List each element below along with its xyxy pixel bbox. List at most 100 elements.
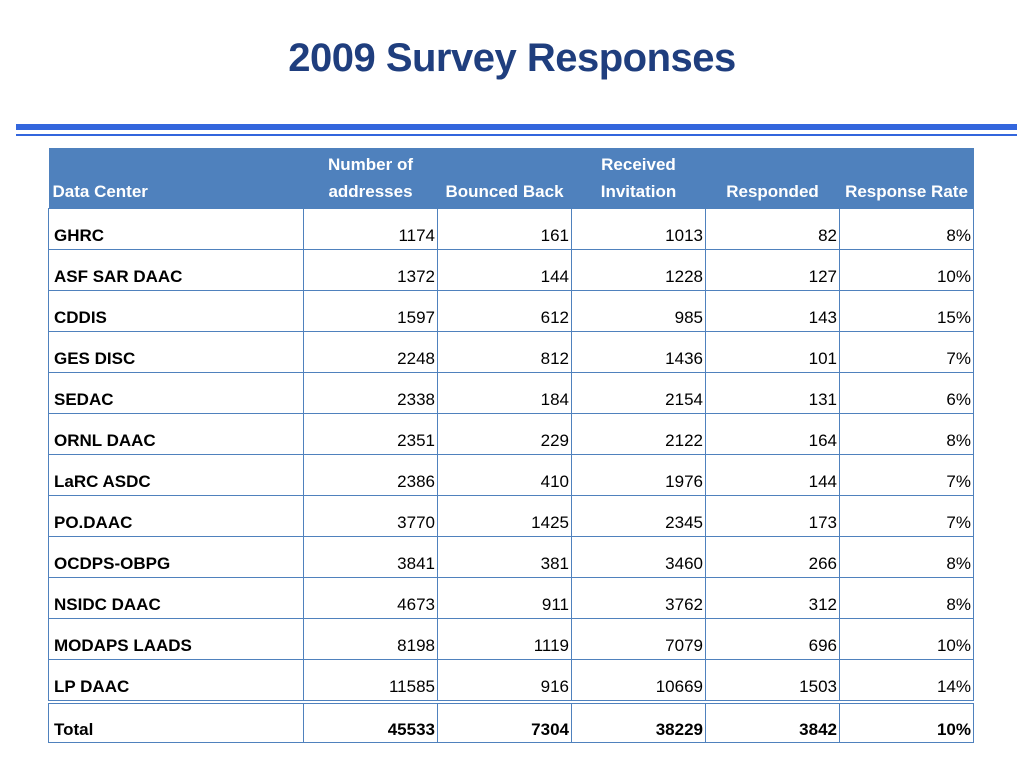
cell-data-center: MODAPS LAADS [48, 618, 304, 660]
header-data-center: Data Center [48, 148, 304, 209]
cell-received-invitation: 2154 [571, 372, 706, 414]
title-underline-thick [16, 124, 1017, 130]
cell-response-rate: 8% [839, 208, 974, 250]
table-row: SEDAC 2338 184 2154 131 6% [48, 372, 974, 414]
cell-responded: 266 [705, 536, 840, 578]
cell-bounced-back: 916 [437, 659, 572, 703]
cell-response-rate: 8% [839, 536, 974, 578]
cell-bounced-back: 1425 [437, 495, 572, 537]
cell-received-invitation: 3762 [571, 577, 706, 619]
cell-bounced-back: 144 [437, 249, 572, 291]
cell-received-invitation: 3460 [571, 536, 706, 578]
total-label: Total [48, 700, 304, 743]
cell-response-rate: 7% [839, 331, 974, 373]
cell-number-of-addresses: 1174 [303, 208, 438, 250]
table-row: NSIDC DAAC 4673 911 3762 312 8% [48, 577, 974, 619]
survey-responses-table: Data Center Number of addresses Bounced … [48, 148, 974, 743]
cell-bounced-back: 1119 [437, 618, 572, 660]
cell-data-center: ASF SAR DAAC [48, 249, 304, 291]
cell-responded: 1503 [705, 659, 840, 703]
cell-bounced-back: 184 [437, 372, 572, 414]
cell-bounced-back: 161 [437, 208, 572, 250]
total-bounced-back: 7304 [437, 700, 572, 743]
cell-received-invitation: 985 [571, 290, 706, 332]
cell-responded: 173 [705, 495, 840, 537]
cell-number-of-addresses: 3770 [303, 495, 438, 537]
cell-bounced-back: 381 [437, 536, 572, 578]
header-received-invitation: Received Invitation [571, 148, 706, 209]
cell-number-of-addresses: 11585 [303, 659, 438, 703]
cell-data-center: ORNL DAAC [48, 413, 304, 455]
header-bounced-back: Bounced Back [437, 148, 572, 209]
cell-responded: 312 [705, 577, 840, 619]
table-row: CDDIS 1597 612 985 143 15% [48, 290, 974, 332]
cell-responded: 143 [705, 290, 840, 332]
cell-number-of-addresses: 4673 [303, 577, 438, 619]
total-response-rate: 10% [839, 700, 974, 743]
cell-number-of-addresses: 2386 [303, 454, 438, 496]
cell-response-rate: 15% [839, 290, 974, 332]
cell-received-invitation: 2122 [571, 413, 706, 455]
header-responded: Responded [705, 148, 840, 209]
cell-data-center: NSIDC DAAC [48, 577, 304, 619]
table-row: ASF SAR DAAC 1372 144 1228 127 10% [48, 249, 974, 291]
total-number-of-addresses: 45533 [303, 700, 438, 743]
cell-number-of-addresses: 1597 [303, 290, 438, 332]
cell-bounced-back: 229 [437, 413, 572, 455]
cell-received-invitation: 1976 [571, 454, 706, 496]
cell-data-center: CDDIS [48, 290, 304, 332]
cell-responded: 101 [705, 331, 840, 373]
cell-data-center: SEDAC [48, 372, 304, 414]
table-row: LaRC ASDC 2386 410 1976 144 7% [48, 454, 974, 496]
cell-number-of-addresses: 2338 [303, 372, 438, 414]
table-header-row: Data Center Number of addresses Bounced … [48, 148, 974, 209]
cell-number-of-addresses: 2351 [303, 413, 438, 455]
table-row: GHRC 1174 161 1013 82 8% [48, 208, 974, 250]
cell-received-invitation: 1436 [571, 331, 706, 373]
cell-data-center: GES DISC [48, 331, 304, 373]
cell-responded: 164 [705, 413, 840, 455]
table-row: ORNL DAAC 2351 229 2122 164 8% [48, 413, 974, 455]
cell-number-of-addresses: 3841 [303, 536, 438, 578]
cell-received-invitation: 1228 [571, 249, 706, 291]
cell-bounced-back: 911 [437, 577, 572, 619]
cell-received-invitation: 7079 [571, 618, 706, 660]
cell-data-center: LP DAAC [48, 659, 304, 703]
cell-response-rate: 10% [839, 249, 974, 291]
cell-data-center: PO.DAAC [48, 495, 304, 537]
table-row: GES DISC 2248 812 1436 101 7% [48, 331, 974, 373]
cell-responded: 127 [705, 249, 840, 291]
table-row: MODAPS LAADS 8198 1119 7079 696 10% [48, 618, 974, 660]
cell-responded: 82 [705, 208, 840, 250]
cell-bounced-back: 612 [437, 290, 572, 332]
header-number-of-addresses: Number of addresses [303, 148, 438, 209]
cell-received-invitation: 1013 [571, 208, 706, 250]
cell-bounced-back: 812 [437, 331, 572, 373]
cell-responded: 131 [705, 372, 840, 414]
table-row: LP DAAC 11585 916 10669 1503 14% [48, 659, 974, 703]
table-body: GHRC 1174 161 1013 82 8% ASF SAR DAAC 1372 144 12… [48, 208, 974, 703]
table-row: PO.DAAC 3770 1425 2345 173 7% [48, 495, 974, 537]
slide-title: 2009 Survey Responses [288, 36, 736, 80]
cell-response-rate: 7% [839, 495, 974, 537]
table-row: OCDPS-OBPG 3841 381 3460 266 8% [48, 536, 974, 578]
cell-response-rate: 10% [839, 618, 974, 660]
total-responded: 3842 [705, 700, 840, 743]
cell-number-of-addresses: 8198 [303, 618, 438, 660]
cell-data-center: OCDPS-OBPG [48, 536, 304, 578]
cell-received-invitation: 2345 [571, 495, 706, 537]
cell-received-invitation: 10669 [571, 659, 706, 703]
cell-number-of-addresses: 1372 [303, 249, 438, 291]
cell-number-of-addresses: 2248 [303, 331, 438, 373]
title-underline-thin [16, 134, 1017, 136]
cell-responded: 144 [705, 454, 840, 496]
header-response-rate: Response Rate [839, 148, 974, 209]
cell-responded: 696 [705, 618, 840, 660]
total-received-invitation: 38229 [571, 700, 706, 743]
cell-response-rate: 8% [839, 413, 974, 455]
cell-response-rate: 8% [839, 577, 974, 619]
cell-data-center: LaRC ASDC [48, 454, 304, 496]
cell-response-rate: 14% [839, 659, 974, 703]
cell-bounced-back: 410 [437, 454, 572, 496]
total-row: Total 45533 7304 38229 3842 10% [48, 700, 974, 743]
